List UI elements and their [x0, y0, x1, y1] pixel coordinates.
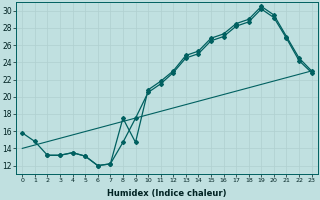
X-axis label: Humidex (Indice chaleur): Humidex (Indice chaleur)	[107, 189, 227, 198]
